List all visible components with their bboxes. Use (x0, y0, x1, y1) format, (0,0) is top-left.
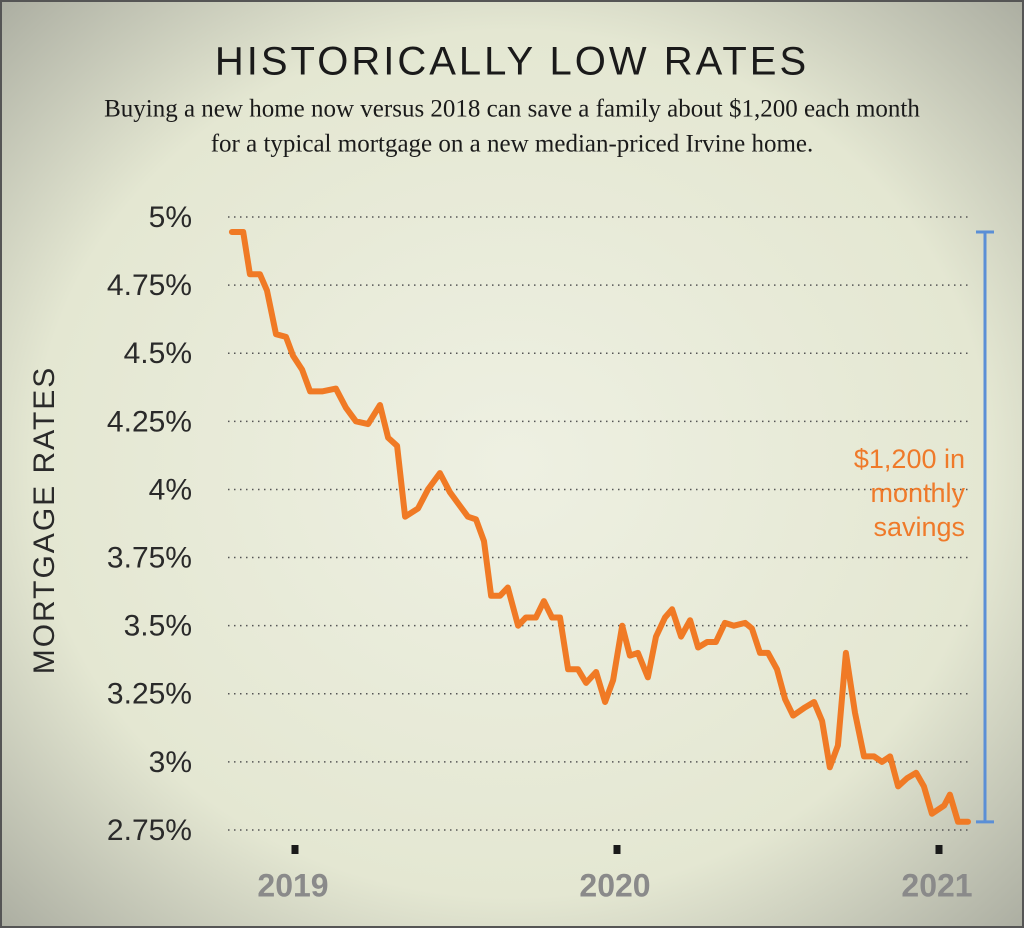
chart-title: HISTORICALLY LOW RATES (215, 40, 809, 84)
y-tick-label: 3.75% (107, 541, 192, 574)
x-tick-mark (291, 845, 299, 854)
y-tick-label: 4.25% (107, 405, 192, 438)
y-tick-label: 4% (149, 473, 192, 506)
y-tick-label: 3% (149, 746, 192, 779)
annotation: $1,200 in (854, 444, 965, 474)
y-tick-label: 4.5% (124, 337, 192, 370)
rate-line (228, 229, 971, 825)
subtitle: for a typical mortgage on a new median-p… (211, 131, 814, 158)
x-tick-label: 2020 (579, 867, 650, 903)
x-tick-label: 2019 (257, 867, 328, 903)
x-tick-mark (935, 845, 943, 854)
annotation: monthly (870, 478, 965, 508)
y-tick-label: 5% (149, 201, 192, 234)
annotation: savings (873, 512, 965, 542)
x-tick-mark (613, 845, 621, 854)
y-tick-label: 3.5% (124, 610, 192, 643)
y-axis-label: MORTGAGE RATES (28, 366, 61, 675)
y-tick-label: 3.25% (107, 678, 192, 711)
subtitle: Buying a new home now versus 2018 can sa… (104, 96, 920, 123)
x-tick-label: 2021 (901, 867, 972, 903)
y-tick-label: 4.75% (107, 269, 192, 302)
y-tick-label: 2.75% (107, 814, 192, 847)
